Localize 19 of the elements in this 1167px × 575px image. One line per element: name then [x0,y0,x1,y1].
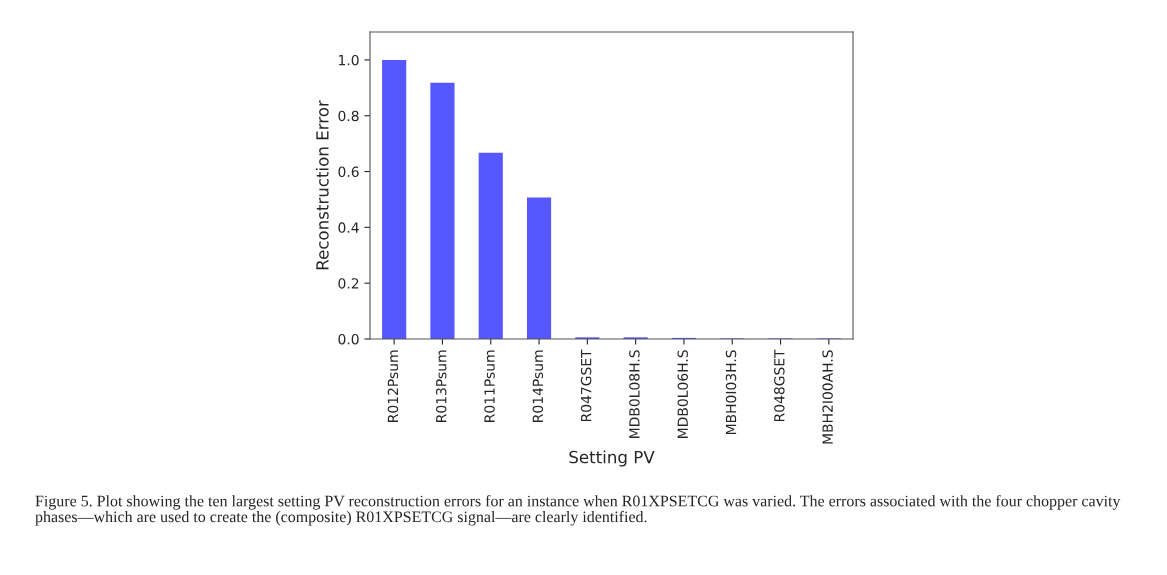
y-tick-label: 0.6 [338,166,359,178]
x-tick-label: MDB0L08H.S [629,350,640,438]
x-tick-label: MBH0I03H.S [725,350,737,435]
x-tick-label: R013Psum [435,350,447,422]
y-axis-title: Reconstruction Error [315,100,329,270]
y-tick-label: 0.0 [338,333,359,345]
y-tick-label: 0.8 [338,110,359,122]
x-tick-label: R048GSET [774,349,785,422]
x-tick-label: R011Psum [484,350,495,422]
y-tick-label: 0.4 [338,222,359,233]
x-tick-label: MDB0L06H.S [677,350,688,438]
x-axis-title: Setting PV [569,450,655,467]
x-tick-label: R014Psum [532,350,544,422]
x-tick-label: R012Psum [387,350,399,422]
y-tick-label: 0.2 [338,278,359,289]
caption: Figure 5. Plot showing the ten largest setting PV reconstruction errors for an instance when R01XPSETCG was varied. The errors associated with the four chopper cavity phases—which are used to create the (composite) R01XPSETCG signal—are clearly identified. [35,495,1121,526]
x-tick-label: MBH2I00AH.S [822,350,833,444]
x-tick-label: R047GSET [580,349,592,422]
y-tick-label: 1.0 [339,54,359,66]
